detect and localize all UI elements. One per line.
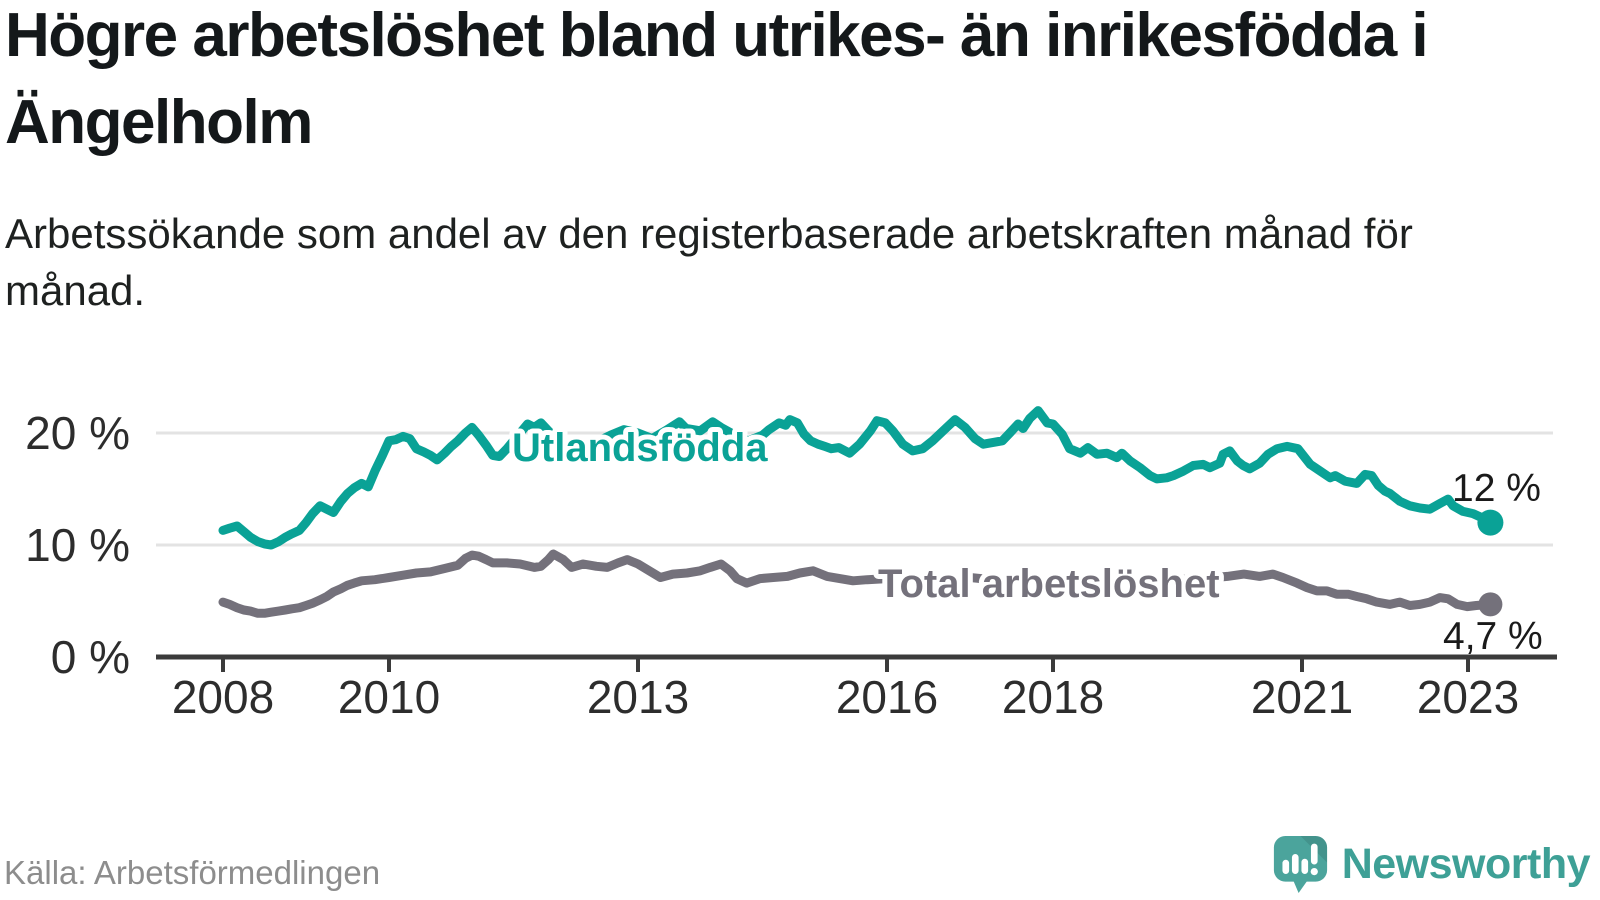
y-tick-label-10: 10 % [25, 519, 130, 571]
x-tick-label-2013: 2013 [587, 671, 689, 723]
page-title: Högre arbetslöshet bland utrikes- än inr… [5, 1, 1429, 157]
series-label-1: Total arbetslöshet [878, 562, 1220, 606]
x-tick-label-2021: 2021 [1251, 671, 1353, 723]
series-end-dot-0 [1477, 509, 1504, 536]
newsworthy-wordmark: Newsworthy [1341, 839, 1591, 888]
logo-bubble-tail [1292, 879, 1308, 893]
end-value-label-0: 12 % [1452, 467, 1541, 510]
series-line-1 [218, 549, 1495, 618]
series-line-0 [218, 406, 1495, 550]
series-end-dot-1 [1478, 592, 1503, 617]
x-tick-label-2008: 2008 [172, 671, 274, 723]
newsworthy-logo: Newsworthy [1272, 834, 1591, 894]
source-note: Källa: Arbetsförmedlingen [4, 854, 381, 891]
x-tick-label-2023: 2023 [1417, 671, 1519, 723]
newsworthy-logo-icon [1273, 835, 1327, 893]
x-tick-label-2018: 2018 [1002, 671, 1104, 723]
end-value-label-1: 4,7 % [1443, 615, 1543, 658]
logo-barchart-icon [1282, 843, 1318, 876]
x-tick-label-2010: 2010 [338, 671, 440, 723]
chart-subtitle: Arbetssökande som andel av den registerb… [5, 210, 1413, 314]
y-tick-label-20: 20 % [25, 407, 130, 459]
series-label-0: Utlandsfödda [512, 426, 768, 470]
x-tick-label-2016: 2016 [836, 671, 938, 723]
y-tick-label-0: 0 % [51, 631, 130, 683]
